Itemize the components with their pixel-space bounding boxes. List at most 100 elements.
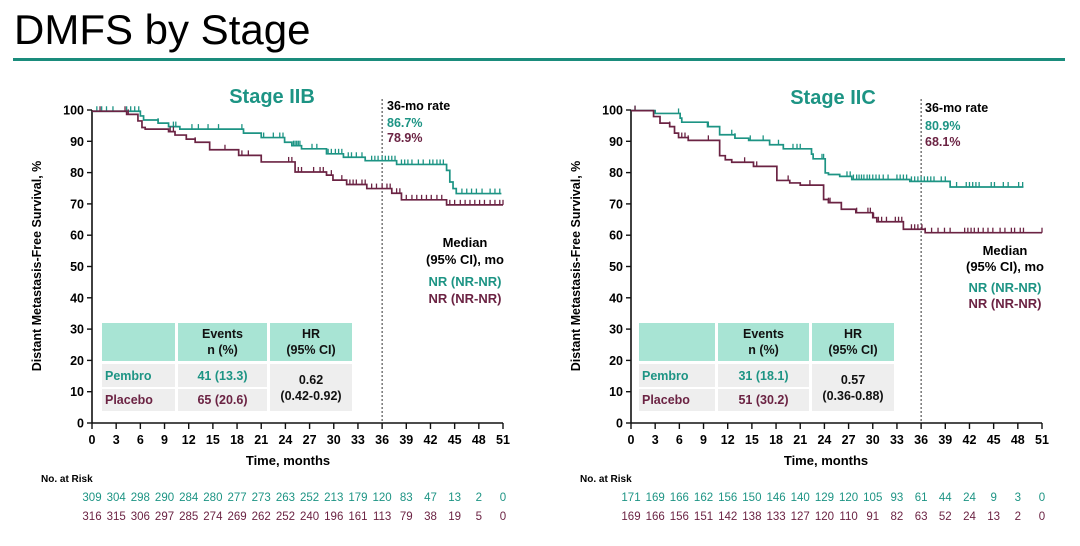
at-risk-pembro: 47 bbox=[424, 492, 437, 504]
header-line: Events bbox=[202, 327, 243, 341]
at-risk-placebo: 0 bbox=[1039, 511, 1045, 523]
y-axis-label: Distant Metastasis-Free Survival, % bbox=[30, 161, 44, 372]
y-tick-label: 30 bbox=[70, 323, 84, 337]
header-line: (95% CI) bbox=[828, 343, 878, 357]
rate-pembro: 86.7% bbox=[387, 116, 422, 130]
at-risk-placebo: 240 bbox=[300, 511, 319, 523]
at-risk-placebo: 297 bbox=[155, 511, 174, 523]
at-risk-placebo: 133 bbox=[766, 511, 785, 523]
events-pembro: 41 (13.3) bbox=[178, 364, 267, 387]
at-risk-pembro: 105 bbox=[863, 492, 882, 504]
at-risk-placebo: 252 bbox=[276, 511, 295, 523]
y-tick-label: 80 bbox=[70, 166, 84, 180]
x-tick-label: 39 bbox=[399, 433, 413, 447]
row-label-placebo: Placebo bbox=[639, 389, 715, 411]
at-risk-placebo: 19 bbox=[448, 511, 461, 523]
at-risk-pembro: 298 bbox=[131, 492, 150, 504]
table-header-blank bbox=[102, 323, 175, 361]
rate-placebo: 78.9% bbox=[387, 131, 422, 145]
at-risk-pembro: 213 bbox=[324, 492, 343, 504]
header-line: n (%) bbox=[748, 343, 779, 357]
x-tick-label: 42 bbox=[424, 433, 438, 447]
hr-value: 0.62 bbox=[298, 372, 324, 387]
x-tick-label: 6 bbox=[676, 433, 683, 447]
x-tick-label: 36 bbox=[375, 433, 389, 447]
at-risk-pembro: 93 bbox=[891, 492, 904, 504]
at-risk-pembro: 3 bbox=[1015, 492, 1021, 504]
median-pembro: NR (NR-NR) bbox=[429, 274, 502, 289]
at-risk-pembro: 13 bbox=[448, 492, 461, 504]
median-placebo: NR (NR-NR) bbox=[429, 291, 502, 306]
at-risk-pembro: 284 bbox=[179, 492, 199, 504]
x-tick-label: 6 bbox=[137, 433, 144, 447]
at-risk-placebo: 110 bbox=[839, 511, 857, 523]
title-underline bbox=[13, 58, 1065, 61]
at-risk-placebo: 169 bbox=[621, 511, 640, 523]
x-axis-label: Time, months bbox=[784, 453, 868, 468]
y-tick-label: 60 bbox=[70, 229, 84, 243]
at-risk-placebo: 79 bbox=[400, 511, 413, 523]
at-risk-placebo: 82 bbox=[891, 511, 904, 523]
x-tick-label: 24 bbox=[278, 433, 292, 447]
y-tick-label: 80 bbox=[609, 166, 623, 180]
x-tick-label: 12 bbox=[182, 433, 196, 447]
at-risk-pembro: 140 bbox=[791, 492, 810, 504]
at-risk-pembro: 252 bbox=[300, 492, 319, 504]
at-risk-placebo: 5 bbox=[476, 511, 482, 523]
x-tick-label: 9 bbox=[700, 433, 707, 447]
y-tick-label: 70 bbox=[609, 197, 623, 211]
at-risk-pembro: 150 bbox=[742, 492, 761, 504]
row-label-pembro: Pembro bbox=[639, 364, 715, 387]
at-risk-pembro: 120 bbox=[839, 492, 858, 504]
y-tick-label: 60 bbox=[609, 229, 623, 243]
median-pembro: NR (NR-NR) bbox=[969, 280, 1042, 295]
at-risk-pembro: 263 bbox=[276, 492, 295, 504]
hazard-ratio: 0.62 (0.42-0.92) bbox=[270, 364, 352, 411]
y-tick-label: 50 bbox=[70, 260, 84, 274]
y-tick-label: 100 bbox=[63, 104, 84, 118]
at-risk-placebo: 63 bbox=[915, 511, 928, 523]
at-risk-placebo: 285 bbox=[179, 511, 198, 523]
at-risk-placebo: 161 bbox=[348, 511, 367, 523]
x-tick-label: 39 bbox=[938, 433, 952, 447]
x-tick-label: 48 bbox=[472, 433, 486, 447]
x-tick-label: 36 bbox=[914, 433, 928, 447]
table-header-events: Events n (%) bbox=[178, 323, 267, 361]
x-tick-label: 12 bbox=[721, 433, 735, 447]
x-tick-label: 33 bbox=[351, 433, 365, 447]
x-tick-label: 45 bbox=[987, 433, 1001, 447]
at-risk-placebo: 127 bbox=[791, 511, 810, 523]
table-header-hr: HR (95% CI) bbox=[812, 323, 894, 361]
header-line: n (%) bbox=[207, 343, 238, 357]
x-tick-label: 9 bbox=[161, 433, 168, 447]
chart-title: Stage IIC bbox=[790, 87, 876, 109]
rate-title: 36-mo rate bbox=[387, 99, 450, 113]
events-placebo: 51 (30.2) bbox=[718, 389, 809, 411]
median-subtitle: (95% CI), mo bbox=[966, 259, 1044, 274]
page-title: DMFS by Stage bbox=[14, 6, 311, 53]
at-risk-placebo: 52 bbox=[939, 511, 952, 523]
x-tick-label: 42 bbox=[963, 433, 977, 447]
rate-box: 36-mo rate 80.9% 68.1% bbox=[925, 101, 988, 149]
at-risk-pembro: 304 bbox=[107, 492, 127, 504]
x-tick-label: 3 bbox=[652, 433, 659, 447]
at-risk-placebo: 166 bbox=[646, 511, 665, 523]
at-risk-pembro: 44 bbox=[939, 492, 952, 504]
y-tick-label: 100 bbox=[602, 104, 623, 118]
at-risk-pembro: 171 bbox=[621, 492, 640, 504]
x-tick-label: 30 bbox=[866, 433, 880, 447]
at-risk-placebo: 274 bbox=[203, 511, 223, 523]
at-risk-pembro: 2 bbox=[476, 492, 482, 504]
x-tick-label: 24 bbox=[817, 433, 831, 447]
rate-box: 36-mo rate 86.7% 78.9% bbox=[387, 99, 450, 145]
hr-value: 0.57 bbox=[840, 372, 866, 387]
rate-title: 36-mo rate bbox=[925, 101, 988, 115]
at-risk-pembro: 169 bbox=[646, 492, 665, 504]
events-pembro: 31 (18.1) bbox=[718, 364, 809, 387]
y-tick-label: 0 bbox=[77, 417, 84, 431]
at-risk-pembro: 146 bbox=[766, 492, 785, 504]
at-risk-placebo: 113 bbox=[373, 511, 391, 523]
at-risk-placebo: 91 bbox=[866, 511, 879, 523]
